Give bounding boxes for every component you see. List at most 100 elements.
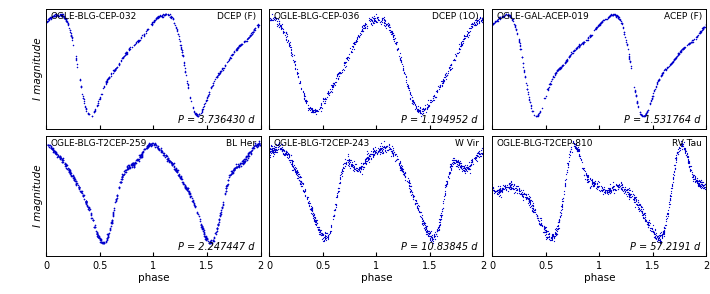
Point	[587, 180, 599, 185]
Point	[87, 218, 99, 223]
Point	[434, 221, 445, 226]
Point	[156, 14, 168, 18]
Point	[494, 15, 506, 19]
Point	[97, 241, 108, 246]
Point	[494, 15, 506, 20]
Point	[196, 223, 207, 227]
Point	[328, 213, 339, 218]
Point	[573, 43, 584, 47]
Point	[640, 215, 651, 219]
Point	[557, 198, 569, 203]
Point	[388, 150, 400, 155]
Point	[554, 66, 565, 71]
Point	[273, 143, 284, 148]
Point	[406, 95, 417, 100]
Point	[590, 26, 601, 31]
Point	[694, 30, 706, 35]
Point	[171, 170, 182, 174]
Point	[291, 169, 302, 173]
Point	[364, 16, 376, 21]
Point	[84, 205, 95, 210]
Point	[290, 169, 302, 173]
Point	[403, 85, 414, 90]
Point	[176, 48, 187, 53]
Point	[106, 72, 117, 77]
Point	[589, 178, 601, 183]
Point	[626, 192, 637, 196]
Point	[586, 182, 598, 186]
Point	[121, 164, 133, 169]
Point	[350, 39, 361, 44]
Point	[328, 82, 339, 87]
Point	[557, 196, 569, 200]
Point	[559, 182, 571, 187]
Point	[608, 185, 619, 190]
Point	[696, 180, 707, 184]
Point	[529, 208, 540, 212]
Point	[229, 48, 240, 53]
Point	[466, 158, 478, 163]
Point	[252, 23, 263, 28]
Point	[236, 42, 247, 47]
Point	[295, 175, 307, 180]
Point	[486, 23, 498, 28]
Point	[368, 149, 379, 154]
Point	[690, 36, 701, 41]
Point	[675, 50, 687, 54]
Point	[411, 201, 422, 205]
Point	[142, 143, 153, 148]
Point	[371, 12, 382, 16]
Point	[455, 44, 466, 49]
Point	[573, 147, 584, 152]
Point	[219, 63, 231, 67]
Point	[141, 28, 153, 33]
Point	[266, 145, 278, 150]
Point	[594, 183, 605, 188]
Point	[375, 21, 386, 26]
Point	[381, 144, 392, 148]
Point	[93, 99, 104, 103]
Point	[562, 165, 573, 169]
Point	[513, 37, 524, 42]
Point	[323, 91, 334, 96]
Point	[50, 14, 62, 18]
Point	[464, 166, 475, 171]
Point	[634, 203, 645, 208]
Point	[101, 79, 112, 84]
Point	[168, 166, 180, 171]
Point	[266, 148, 278, 152]
Point	[378, 150, 389, 155]
Point	[439, 73, 450, 78]
Point	[346, 163, 357, 168]
Point	[516, 192, 528, 196]
Point	[299, 189, 310, 194]
Point	[697, 26, 709, 30]
Point	[209, 77, 221, 82]
Point	[689, 37, 700, 41]
Point	[62, 22, 74, 27]
Point	[493, 191, 505, 195]
Point	[403, 176, 414, 180]
Point	[248, 30, 259, 35]
Point	[437, 81, 448, 86]
Point	[661, 217, 672, 222]
Point	[425, 98, 436, 103]
Point	[471, 18, 482, 23]
Point	[527, 109, 538, 113]
Point	[518, 191, 529, 196]
Point	[251, 142, 263, 147]
Point	[142, 143, 153, 148]
Point	[594, 23, 605, 28]
Point	[599, 188, 611, 193]
Point	[579, 173, 590, 178]
Point	[355, 163, 366, 168]
Point	[347, 163, 359, 167]
Point	[633, 199, 644, 204]
Point	[599, 190, 611, 194]
Point	[243, 154, 254, 158]
Point	[452, 162, 464, 167]
Point	[369, 16, 381, 21]
Point	[422, 228, 433, 233]
Point	[349, 41, 361, 46]
Point	[694, 183, 705, 187]
